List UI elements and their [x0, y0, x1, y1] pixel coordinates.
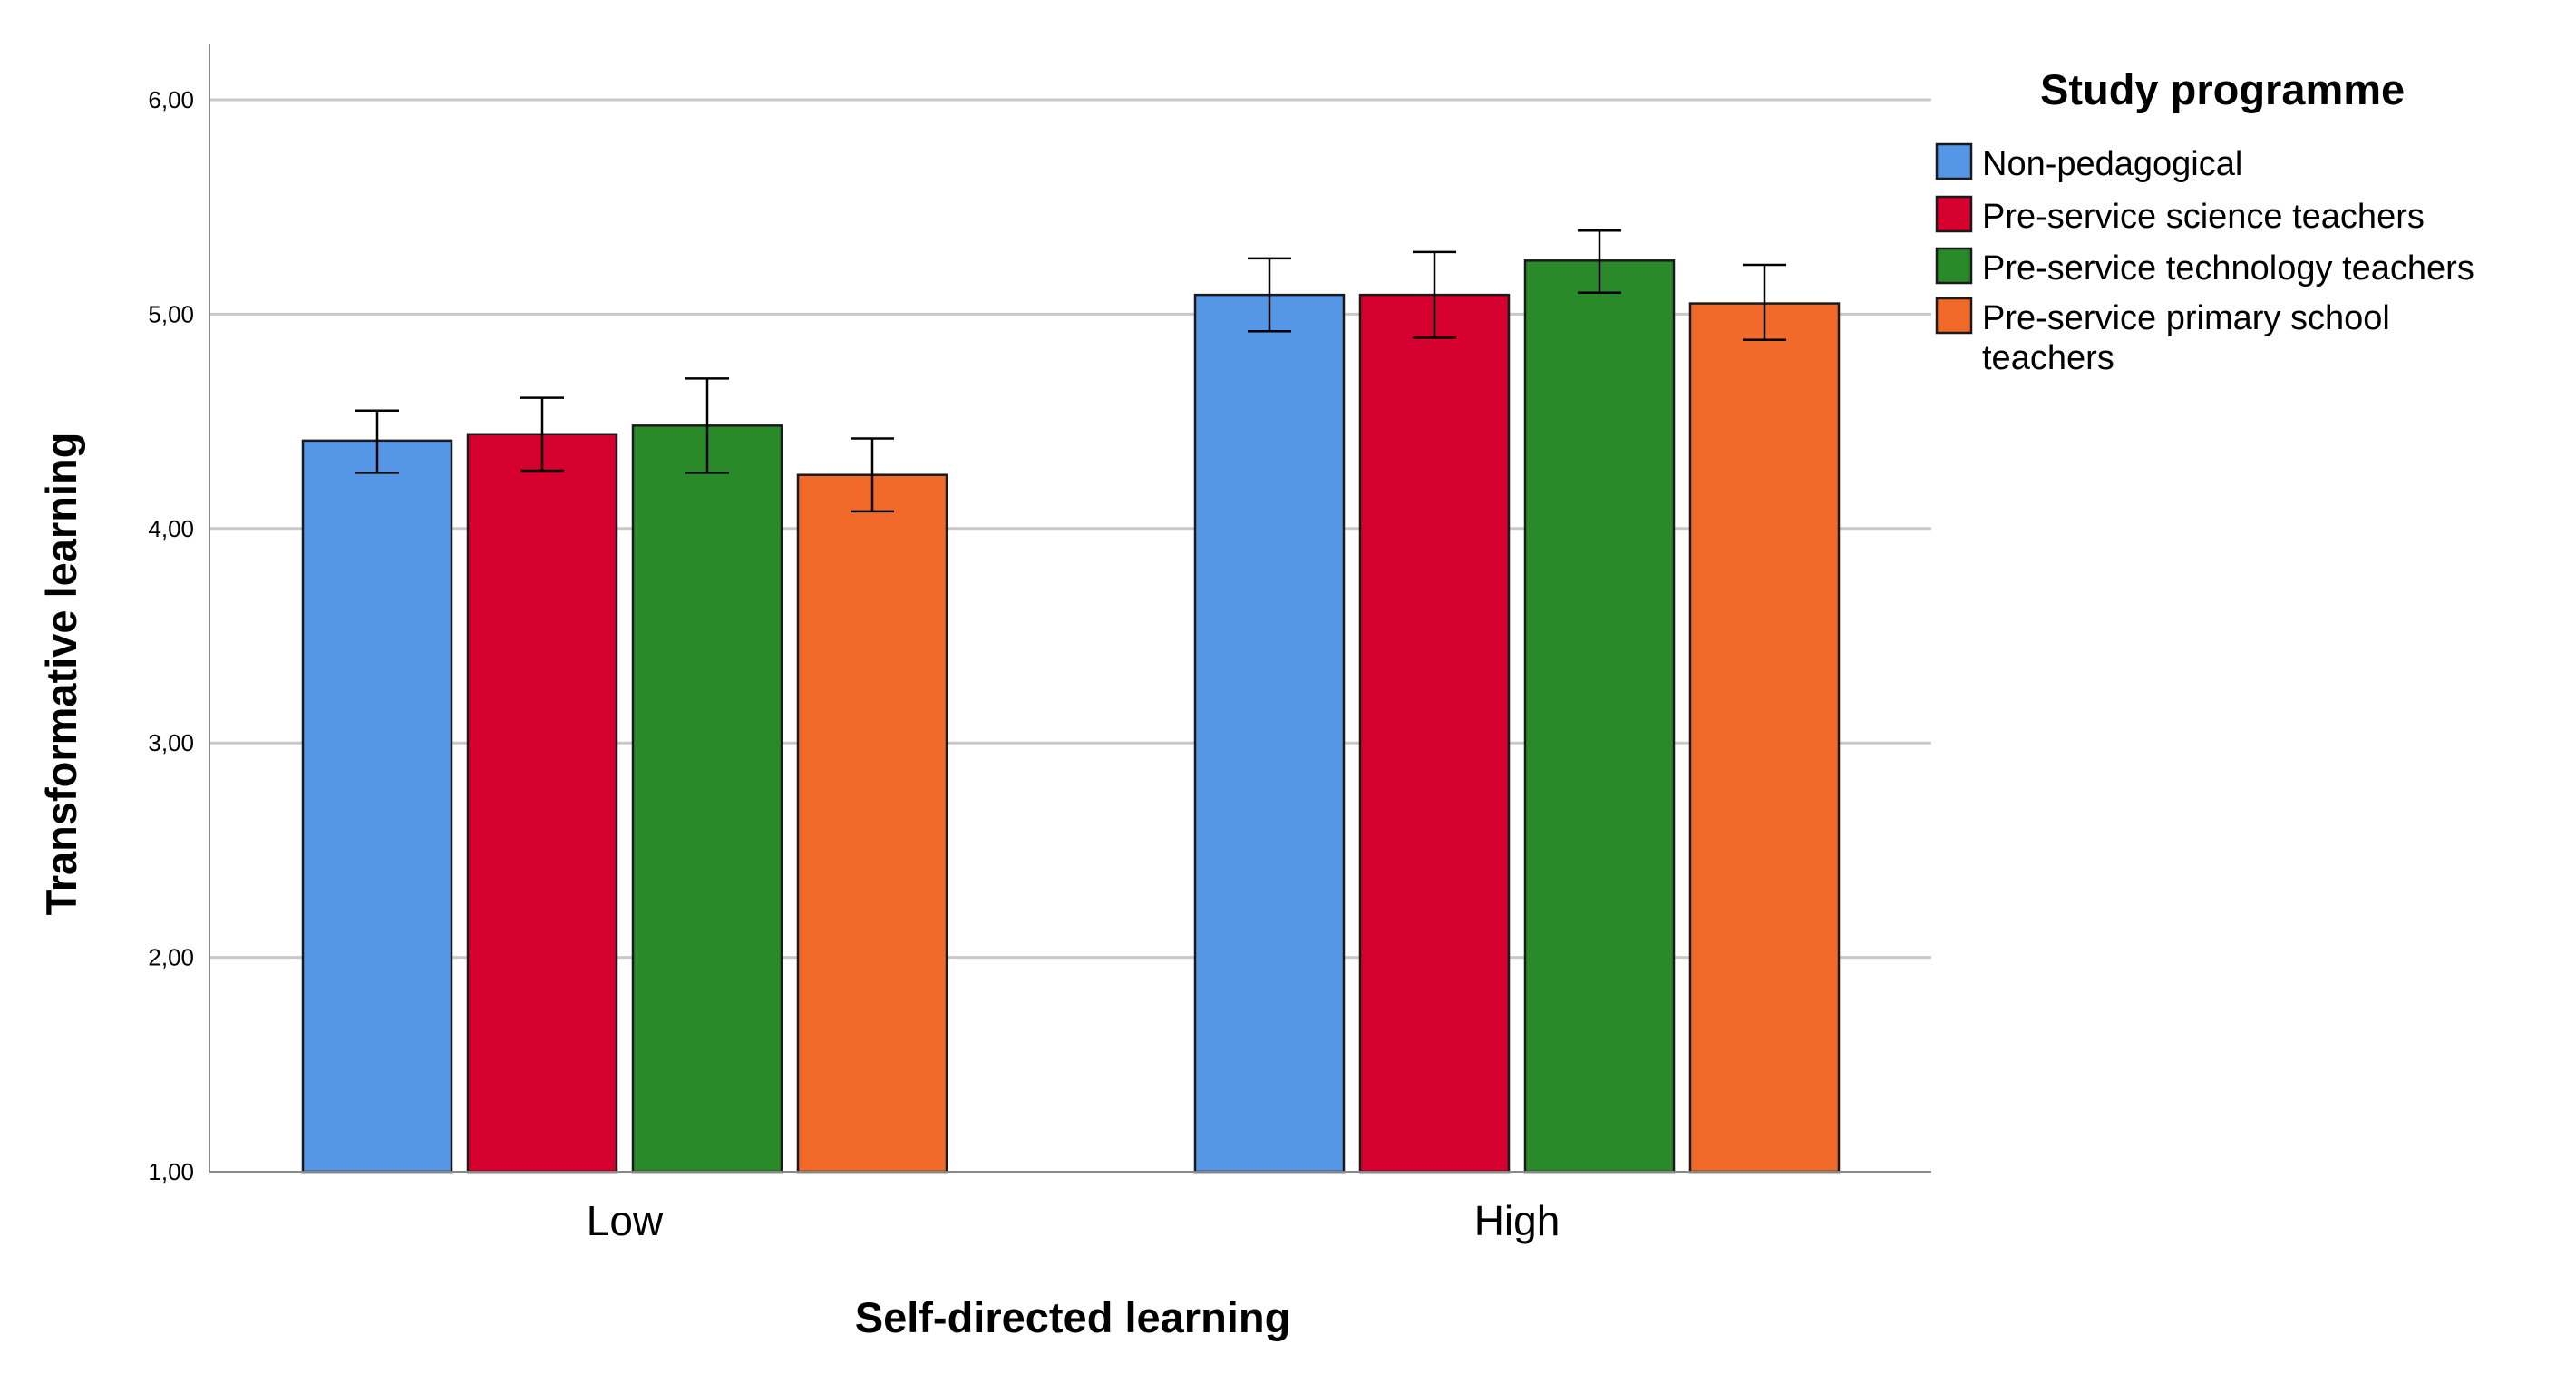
error-bars — [355, 229, 1786, 513]
legend-label: Pre-service science teachers — [1982, 198, 2425, 236]
legend-title: Study programme — [2040, 65, 2405, 113]
legend-item-2: Pre-service science teachers — [1935, 195, 2425, 236]
bar-high-series-3 — [1523, 259, 1676, 1174]
y-tick-label: 3,00 — [148, 729, 194, 756]
error-bar-high-series-4 — [1743, 263, 1786, 342]
y-tick-label: 1,00 — [148, 1158, 194, 1185]
bar-high-series-4 — [1688, 302, 1841, 1174]
error-bar-low-series-4 — [851, 437, 894, 513]
legend-item-1: Non-pedagogical — [1935, 142, 2242, 183]
legend: Study programme Non-pedagogical Pre-servi… — [1935, 65, 2474, 377]
y-tick-labels: 1,00 2,00 3,00 4,00 5,00 6,00 — [148, 86, 194, 1185]
y-tick-label: 6,00 — [148, 86, 194, 113]
legend-items: Non-pedagogical Pre-service science teach… — [1935, 142, 2474, 377]
y-tick-label: 4,00 — [148, 515, 194, 542]
legend-swatch — [1935, 247, 1973, 285]
legend-label: Non-pedagogical — [1982, 145, 2242, 183]
legend-swatch — [1935, 142, 1973, 180]
bar-low-series-1 — [301, 439, 453, 1174]
error-bar-high-series-1 — [1248, 257, 1291, 333]
x-category-label-low: Low — [587, 1197, 664, 1244]
error-bar-low-series-3 — [685, 377, 729, 474]
bar-high-series-2 — [1358, 293, 1511, 1174]
y-axis-title: Transformative learning — [37, 433, 85, 916]
bar-low-series-3 — [631, 424, 783, 1174]
error-bar-low-series-2 — [520, 396, 564, 473]
error-bar-high-series-3 — [1578, 229, 1621, 295]
y-tick-label: 5,00 — [148, 300, 194, 327]
error-bar-low-series-1 — [355, 409, 399, 474]
error-bar-high-series-2 — [1413, 250, 1456, 339]
legend-label: Pre-service technology teachers — [1982, 249, 2474, 287]
bar-low-series-4 — [796, 473, 948, 1174]
axes — [209, 44, 1931, 1173]
legend-item-3: Pre-service technology teachers — [1935, 247, 2474, 287]
legend-label: teachers — [1982, 339, 2114, 377]
bar-high-series-1 — [1193, 293, 1346, 1174]
x-category-labels: Low High — [587, 1197, 1560, 1244]
x-category-label-high: High — [1474, 1197, 1560, 1244]
x-axis-title: Self-directed learning — [855, 1293, 1291, 1341]
legend-label: Pre-service primary school — [1982, 299, 2390, 337]
y-tick-label: 2,00 — [148, 944, 194, 971]
legend-swatch — [1935, 195, 1973, 233]
bar-low-series-2 — [466, 433, 618, 1174]
bars — [301, 259, 1841, 1174]
legend-swatch — [1935, 297, 1973, 335]
